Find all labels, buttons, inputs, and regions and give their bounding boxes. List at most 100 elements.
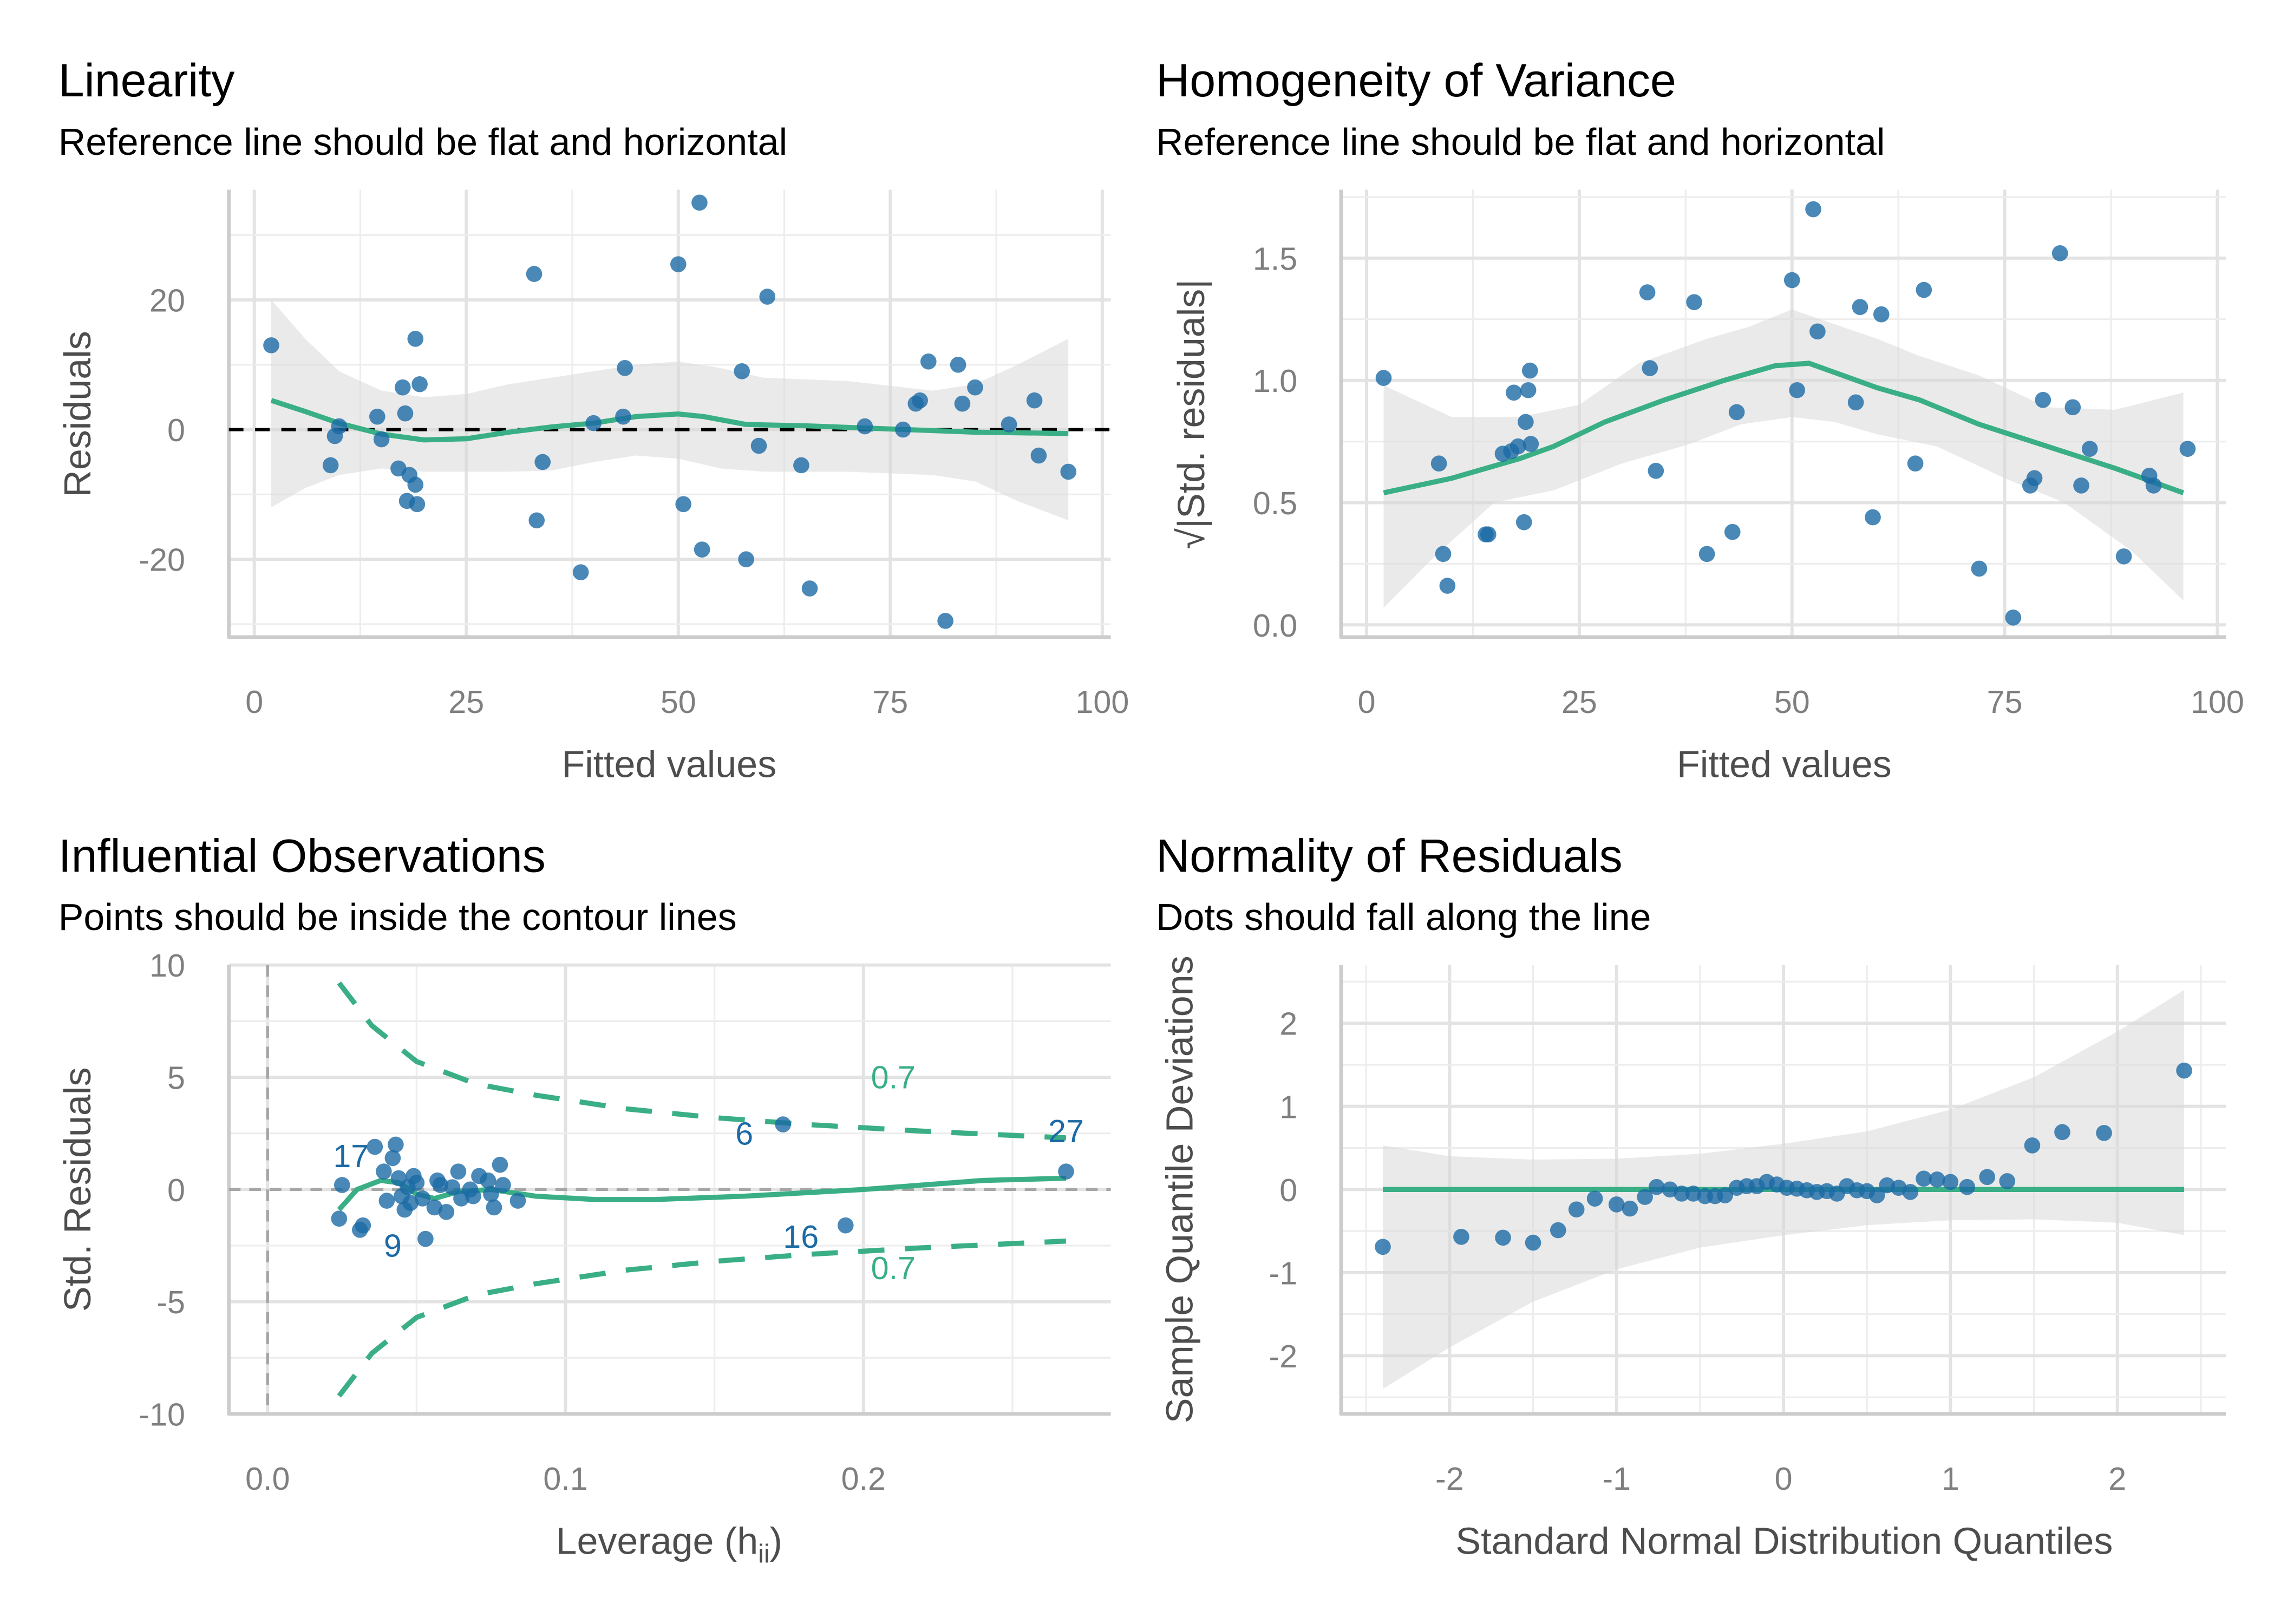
data-point <box>615 408 631 425</box>
y-tick-label: 0.0 <box>1253 607 1297 644</box>
data-point <box>750 437 767 454</box>
data-point <box>1375 370 1392 386</box>
data-point <box>1637 1189 1653 1205</box>
confidence-band <box>1383 309 2184 608</box>
point-label: 27 <box>1048 1113 1084 1149</box>
data-point <box>1852 299 1868 315</box>
y-tick-label: -20 <box>139 542 185 578</box>
data-point <box>857 418 873 435</box>
data-point <box>1847 394 1864 411</box>
panel-influential: Influential Observations Points should b… <box>56 830 1111 1569</box>
data-point <box>1510 438 1526 455</box>
data-point <box>1568 1201 1585 1217</box>
data-point <box>738 551 754 567</box>
data-point <box>1622 1200 1638 1217</box>
data-point <box>1058 1163 1074 1180</box>
data-point <box>1783 272 1800 289</box>
y-tick-label: 5 <box>167 1060 185 1096</box>
data-point <box>528 512 545 529</box>
data-point <box>1929 1171 1945 1188</box>
panel-title: Influential Observations <box>58 830 546 882</box>
x-axis-label: Fitted values <box>1677 743 1892 785</box>
data-point <box>920 353 937 370</box>
x-tick-label: 25 <box>448 684 484 720</box>
data-point <box>691 194 708 211</box>
data-point <box>407 331 424 347</box>
x-tick-label: 25 <box>1561 684 1597 720</box>
data-point <box>793 457 809 474</box>
x-tick-label: 0 <box>245 684 263 720</box>
data-point <box>369 408 385 425</box>
contour-label: 0.7 <box>871 1250 916 1286</box>
data-point <box>384 1150 401 1167</box>
data-point <box>1001 416 1017 433</box>
data-point <box>1959 1178 1976 1195</box>
data-point <box>1648 462 1664 479</box>
y-tick-label: -1 <box>1269 1255 1297 1291</box>
data-point <box>534 454 551 470</box>
data-point <box>1520 382 1537 398</box>
loess-line <box>1383 361 2185 495</box>
data-point <box>1480 526 1497 543</box>
data-point <box>334 1177 350 1193</box>
data-point <box>1060 463 1077 480</box>
data-point <box>1522 436 1539 452</box>
data-point <box>2145 477 2162 494</box>
data-point <box>759 289 776 305</box>
data-point <box>1728 404 1745 421</box>
data-point <box>1979 1169 1996 1186</box>
data-point <box>937 613 953 629</box>
data-point <box>1865 509 1881 526</box>
point-label: 6 <box>735 1115 753 1151</box>
x-axis-label: Standard Normal Distribution Quantiles <box>1455 1520 2113 1562</box>
data-point <box>407 476 424 493</box>
data-point <box>734 363 750 379</box>
data-point <box>1453 1229 1469 1245</box>
data-point <box>1809 323 1826 340</box>
contour-label: 0.7 <box>871 1059 916 1096</box>
x-tick-label: 0 <box>1775 1461 1793 1497</box>
panel-linearity: Linearity Reference line should be flat … <box>56 55 1129 785</box>
panel-title: Normality of Residuals <box>1156 830 1623 882</box>
data-point <box>1698 546 1715 562</box>
data-point <box>675 496 691 513</box>
data-point <box>585 415 602 431</box>
data-point <box>1686 294 1702 310</box>
data-point <box>1717 1187 1733 1203</box>
data-point <box>1916 281 1932 298</box>
panel-homogeneity: Homogeneity of Variance Reference line s… <box>1156 55 2244 785</box>
data-point <box>801 580 818 597</box>
data-point <box>572 564 589 580</box>
x-tick-label: 1 <box>1942 1461 1959 1497</box>
panel-subtitle: Dots should fall along the line <box>1156 896 1651 938</box>
data-point <box>465 1188 481 1204</box>
data-point <box>837 1217 854 1234</box>
y-tick-label: 1.5 <box>1253 240 1297 277</box>
data-point <box>414 1190 431 1207</box>
data-point <box>1521 362 1538 379</box>
data-point <box>1639 284 1656 300</box>
cooks-contour-upper <box>337 981 1067 1141</box>
data-point <box>2081 441 2098 457</box>
data-point <box>950 357 966 373</box>
data-point <box>331 1210 348 1227</box>
data-point <box>322 457 339 474</box>
y-tick-label: 20 <box>149 283 185 319</box>
data-point <box>495 1177 511 1193</box>
data-point <box>2005 609 2022 626</box>
data-point <box>775 1116 792 1132</box>
data-point <box>367 1138 383 1155</box>
data-point <box>1916 1170 1932 1187</box>
data-point <box>1518 414 1534 430</box>
x-tick-label: 0 <box>1358 684 1376 720</box>
x-tick-label: 0.1 <box>543 1461 587 1497</box>
data-point <box>1942 1174 1959 1190</box>
y-tick-label: 0 <box>1279 1172 1297 1208</box>
x-tick-label: 100 <box>1075 684 1129 720</box>
data-point <box>1642 360 1658 376</box>
data-point <box>388 1136 404 1153</box>
y-tick-label: 1 <box>1279 1089 1297 1125</box>
data-point <box>417 1230 434 1247</box>
data-point <box>483 1186 499 1202</box>
point-label: 17 <box>333 1138 369 1174</box>
